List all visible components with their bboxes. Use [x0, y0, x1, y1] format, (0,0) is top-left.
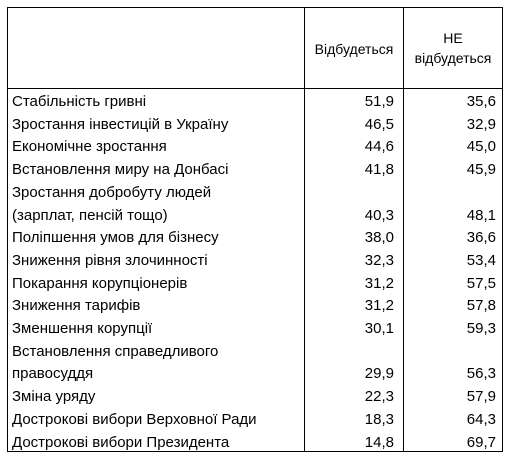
value-happen: 30,1: [364, 320, 394, 337]
table-row: (зарплат, пенсій тощо) 40,3 48,1: [8, 205, 502, 228]
row-label: Поліпшення умов для бізнесу: [12, 229, 219, 247]
value-not-happen: 48,1: [466, 206, 496, 224]
value-not-happen: 57,8: [466, 297, 496, 315]
value-happen: 51,9: [364, 93, 394, 110]
table-row: Зростання інвестицій в Україну 46,5 32,9: [8, 114, 502, 137]
value-not-happen: 35,6: [466, 93, 496, 110]
value-not-happen: 45,0: [466, 138, 496, 156]
row-label: Зменшення корупції: [12, 320, 153, 337]
value-happen: 31,2: [364, 274, 394, 292]
row-label: Зростання добробуту людей: [12, 183, 212, 201]
row-label: Економічне зростання: [12, 138, 167, 156]
row-label: Зміна уряду: [12, 388, 96, 406]
value-not-happen: 69,7: [466, 433, 496, 451]
table-row: Поліпшення умов для бізнесу 38,0 36,6: [8, 227, 502, 250]
table-row: Стабільність гривні 51,9 35,6: [8, 91, 502, 114]
table-row: Зменшення корупції 30,1 59,3: [8, 318, 502, 341]
value-happen: 18,3: [364, 410, 394, 428]
row-label: Зниження рівня злочинності: [12, 251, 208, 269]
header-happen: Відбудеться: [305, 39, 403, 59]
row-label: Дострокові вибори Президента: [12, 433, 230, 451]
table-row: Покарання корупціонерів 31,2 57,5: [8, 273, 502, 296]
column-divider: [304, 8, 305, 451]
table-row: Зниження тарифів 31,2 57,8: [8, 295, 502, 318]
value-not-happen: 45,9: [466, 161, 496, 179]
value-not-happen: 57,9: [466, 388, 496, 406]
value-happen: 14,8: [364, 433, 394, 451]
value-not-happen: 57,5: [466, 274, 496, 292]
table-row: Дострокові вибори Президента 14,8 69,7: [8, 432, 502, 455]
header-happen-text: Відбудеться: [314, 41, 394, 57]
value-happen: 22,3: [364, 388, 394, 406]
value-not-happen: 36,6: [466, 229, 496, 247]
header-not-happen-line2: відбудеться: [414, 50, 492, 66]
table-row: Дострокові вибори Верховної Ради 18,3 64,3: [8, 409, 502, 432]
value-happen: 31,2: [364, 297, 394, 315]
row-label: Встановлення справедливого: [12, 342, 219, 360]
row-label: Стабільність гривні: [12, 93, 147, 110]
table-row: Зростання добробуту людей: [8, 182, 502, 205]
table-row: Економічне зростання 44,6 45,0: [8, 136, 502, 159]
row-label: правосуддя: [12, 365, 94, 383]
row-label: Зниження тарифів: [12, 297, 141, 315]
header-not-happen-line1: НЕ: [443, 30, 463, 46]
value-not-happen: 32,9: [466, 115, 496, 133]
table-row: Встановлення справедливого: [8, 341, 502, 364]
row-label: Покарання корупціонерів: [12, 274, 188, 292]
column-divider: [403, 8, 404, 451]
value-happen: 38,0: [364, 229, 394, 247]
row-label: Зростання інвестицій в Україну: [12, 115, 229, 133]
header-divider: [8, 88, 502, 89]
row-label: Дострокові вибори Верховної Ради: [12, 410, 257, 428]
table-row: правосуддя 29,9 56,3: [8, 363, 502, 386]
value-not-happen: 56,3: [466, 365, 496, 383]
value-not-happen: 59,3: [466, 320, 496, 337]
header-not-happen: НЕ відбудеться: [404, 28, 502, 68]
value-happen: 46,5: [364, 115, 394, 133]
table-row: Встановлення миру на Донбасі 41,8 45,9: [8, 159, 502, 182]
row-label: (зарплат, пенсій тощо): [12, 206, 168, 224]
table-row: Зміна уряду 22,3 57,9: [8, 386, 502, 409]
value-happen: 41,8: [364, 161, 394, 179]
value-not-happen: 53,4: [466, 251, 496, 269]
row-label: Встановлення миру на Донбасі: [12, 161, 229, 179]
value-happen: 29,9: [364, 365, 394, 383]
value-happen: 32,3: [364, 251, 394, 269]
table-row: Зниження рівня злочинності 32,3 53,4: [8, 250, 502, 273]
value-happen: 40,3: [364, 206, 394, 224]
value-not-happen: 64,3: [466, 410, 496, 428]
survey-table: Відбудеться НЕ відбудеться Стабільність …: [7, 7, 503, 452]
value-happen: 44,6: [364, 138, 394, 156]
